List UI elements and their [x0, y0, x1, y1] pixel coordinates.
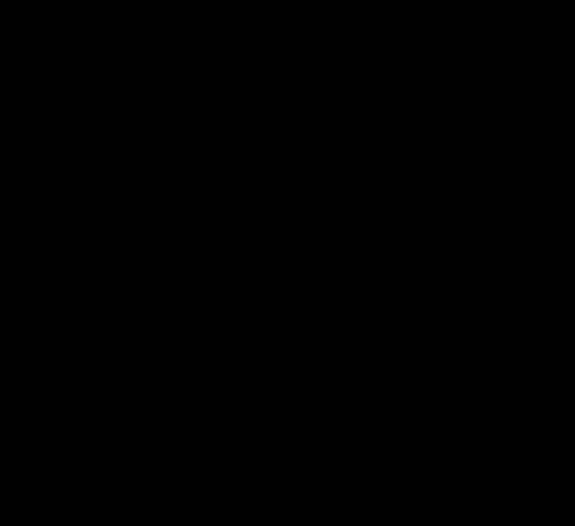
- black-canvas: [0, 0, 575, 526]
